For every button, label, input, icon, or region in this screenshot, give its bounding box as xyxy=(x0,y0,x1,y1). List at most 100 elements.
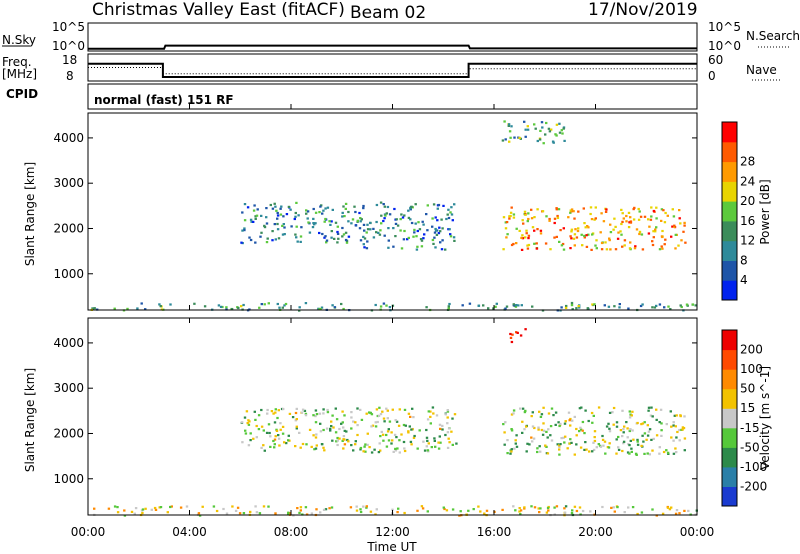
data-cell xyxy=(530,415,533,418)
data-cell xyxy=(345,430,348,433)
data-cell xyxy=(330,506,334,509)
data-cell xyxy=(273,446,276,449)
data-cell xyxy=(583,236,586,239)
data-cell xyxy=(276,217,279,220)
data-cell xyxy=(270,410,274,413)
data-cell xyxy=(319,430,323,433)
data-cell xyxy=(243,416,247,419)
data-cell xyxy=(566,447,569,450)
data-cell xyxy=(607,422,610,425)
data-cell xyxy=(625,220,628,223)
data-cell xyxy=(322,209,325,212)
data-cell xyxy=(510,429,514,432)
data-cell xyxy=(342,435,346,438)
data-cell xyxy=(569,235,572,238)
velocity-ylabel: Slant Range [km] xyxy=(23,368,37,472)
data-cell xyxy=(423,449,427,452)
data-cell xyxy=(651,243,655,247)
data-cell xyxy=(681,428,684,431)
data-cell xyxy=(388,213,392,216)
data-cell xyxy=(597,406,601,409)
y-tick-label: 4000 xyxy=(53,131,84,145)
data-cell xyxy=(372,236,376,239)
data-cell xyxy=(629,221,633,224)
data-cell xyxy=(385,445,389,448)
data-cell xyxy=(541,210,545,213)
data-cell xyxy=(326,411,330,414)
data-cell xyxy=(638,232,641,236)
data-cell xyxy=(403,229,406,233)
data-cell xyxy=(324,217,327,221)
data-cell xyxy=(594,217,597,220)
data-cell xyxy=(487,307,490,310)
data-cell xyxy=(446,431,450,434)
data-cell xyxy=(638,230,642,233)
data-cell xyxy=(330,420,333,423)
data-cell xyxy=(547,412,551,415)
data-cell xyxy=(330,230,333,233)
data-cell xyxy=(548,217,551,221)
data-cell xyxy=(631,506,635,509)
data-cell xyxy=(677,244,680,247)
data-cell xyxy=(562,227,565,230)
data-cell xyxy=(414,222,417,225)
data-cell xyxy=(281,306,284,309)
data-cell xyxy=(334,407,337,410)
data-cell xyxy=(607,305,611,308)
data-cell xyxy=(564,420,567,423)
data-cell xyxy=(385,407,388,410)
data-cell xyxy=(569,247,572,250)
data-cell xyxy=(274,408,277,411)
data-cell xyxy=(461,304,464,307)
data-cell xyxy=(573,415,576,418)
data-cell xyxy=(334,221,338,224)
data-cell xyxy=(542,142,545,145)
data-cell xyxy=(324,508,328,511)
data-cell xyxy=(398,408,401,411)
data-cell xyxy=(679,304,682,307)
data-cell xyxy=(380,430,383,433)
data-cell xyxy=(591,450,594,453)
data-cell xyxy=(254,215,257,218)
data-cell xyxy=(628,416,632,419)
data-cell xyxy=(358,211,361,215)
data-cell xyxy=(248,236,251,239)
data-cell xyxy=(662,209,665,212)
freq-line xyxy=(88,62,697,78)
data-cell xyxy=(350,444,353,447)
data-cell xyxy=(298,309,301,312)
data-cell xyxy=(531,305,534,308)
data-cell xyxy=(518,136,521,139)
data-cell xyxy=(318,412,322,415)
data-cell xyxy=(276,228,280,231)
data-cell xyxy=(449,211,452,214)
data-cell xyxy=(452,236,456,239)
data-cell xyxy=(477,505,480,508)
data-cell xyxy=(547,509,550,512)
data-cell xyxy=(649,414,653,417)
data-cell xyxy=(591,303,594,306)
data-cell xyxy=(347,235,351,238)
data-cell xyxy=(277,437,281,440)
x-tick-label: 00:00 xyxy=(71,525,106,539)
data-cell xyxy=(260,303,263,306)
data-cell xyxy=(684,241,687,244)
data-cell xyxy=(387,239,390,242)
data-cell xyxy=(363,229,366,232)
data-cell xyxy=(262,444,265,447)
data-cell xyxy=(379,435,382,438)
data-cell xyxy=(625,214,628,218)
data-cell xyxy=(344,202,348,205)
data-cell xyxy=(538,445,541,448)
data-cell xyxy=(620,222,623,226)
colorbar-swatch xyxy=(722,201,737,222)
data-cell xyxy=(252,220,255,223)
data-cell xyxy=(555,235,558,238)
data-cell xyxy=(547,127,551,130)
colorbar-swatch xyxy=(722,447,737,468)
nsearch-tick-top: 10^5 xyxy=(708,20,741,34)
data-cell xyxy=(642,440,645,443)
data-cell xyxy=(502,216,506,219)
data-cell xyxy=(512,213,516,216)
data-cell xyxy=(382,203,385,206)
